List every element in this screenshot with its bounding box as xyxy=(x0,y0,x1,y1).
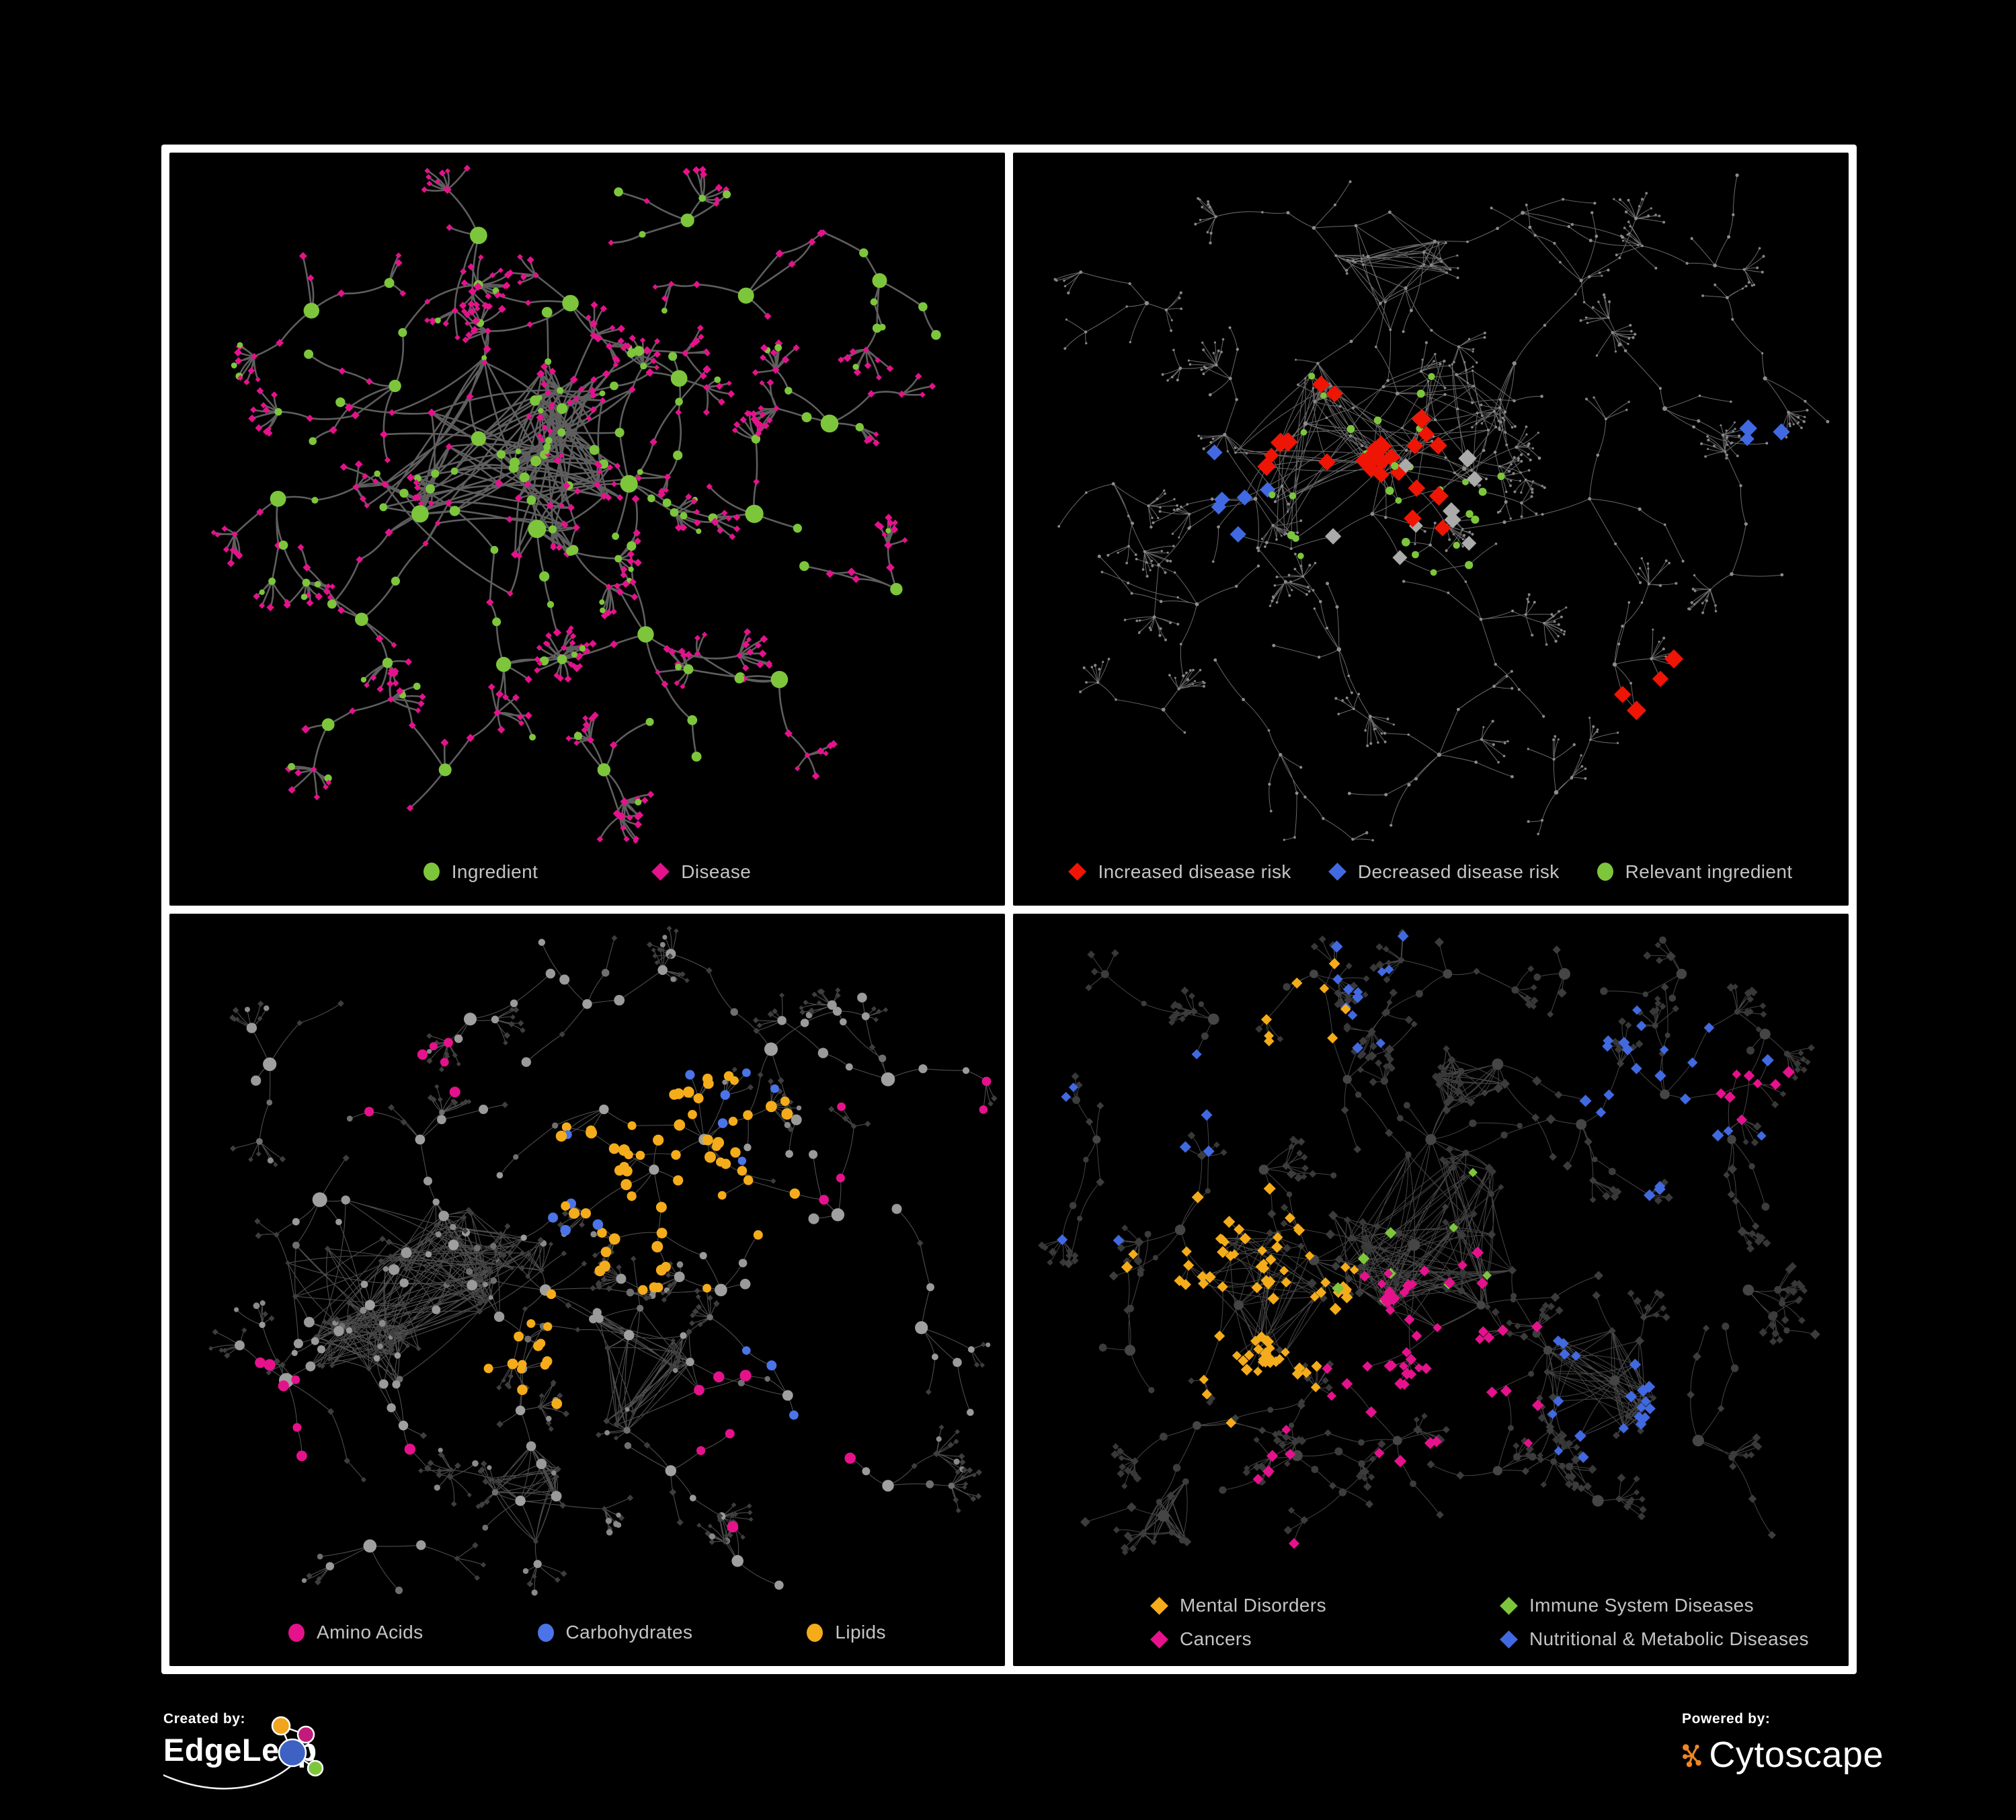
legend-label-ingredient: Ingredient xyxy=(451,861,538,882)
increased-risk-node-icon xyxy=(1068,863,1087,881)
network-graph-ingredient-disease xyxy=(210,165,941,844)
mental-disorders-node-icon xyxy=(1150,1596,1168,1615)
legend-ingredient-disease: Ingredient Disease xyxy=(169,861,1005,883)
legend-label-disease: Disease xyxy=(681,861,752,882)
legend-label-relevant-ingredient: Relevant ingredient xyxy=(1625,861,1793,882)
legend-disease-classes: Mental Disorders Immune System Diseases … xyxy=(1150,1595,1809,1650)
legend-label-immune-system-diseases: Immune System Diseases xyxy=(1529,1595,1755,1616)
legend-label-increased-risk: Increased disease risk xyxy=(1098,861,1291,882)
cytoscape-logo xyxy=(1683,1744,1701,1768)
legend-item-immune-system-diseases: Immune System Diseases xyxy=(1500,1595,1809,1616)
legend-label-mental-disorders: Mental Disorders xyxy=(1180,1595,1327,1616)
legend-disease-risk: Increased disease risk Decreased disease… xyxy=(1013,861,1849,883)
immune-system-diseases-node-icon xyxy=(1500,1596,1518,1615)
ingredient-node-icon xyxy=(423,863,440,881)
cytoscape-logo-nodes xyxy=(1683,1744,1701,1768)
disease-node-icon xyxy=(651,863,670,881)
legend-label-decreased-risk: Decreased disease risk xyxy=(1357,861,1560,882)
legend-item-relevant-ingredient: Relevant ingredient xyxy=(1597,861,1793,883)
legend-item-ingredient: Ingredient xyxy=(423,861,538,883)
relevant-ingredient-node-icon xyxy=(1597,863,1613,881)
legend-label-cancers: Cancers xyxy=(1180,1628,1252,1649)
legend-item-increased-risk: Increased disease risk xyxy=(1068,861,1291,883)
lipids-node-icon xyxy=(807,1623,823,1642)
legend-item-disease: Disease xyxy=(651,861,752,883)
created-by-block: Created by: EdgeLeap xyxy=(163,1711,419,1820)
legend-item-cancers: Cancers xyxy=(1150,1628,1500,1650)
legend-item-mental-disorders: Mental Disorders xyxy=(1150,1595,1500,1616)
panel-disease-risk: Increased disease risk Decreased disease… xyxy=(1013,153,1849,906)
powered-by-block: Powered by: Cytosc xyxy=(1682,1711,1884,1820)
legend-item-decreased-risk: Decreased disease risk xyxy=(1328,861,1560,883)
legend-label-carbohydrates: Carbohydrates xyxy=(565,1622,693,1643)
legend-label-lipids: Lipids xyxy=(835,1622,886,1643)
panel-grid-frame: Ingredient Disease Increased disease ris… xyxy=(161,145,1857,1674)
legend-item-nutritional-metabolic-diseases: Nutritional & Metabolic Diseases xyxy=(1500,1628,1809,1650)
edgeleap-wordmark: EdgeLeap xyxy=(163,1732,317,1768)
panel-ingredient-disease: Ingredient Disease xyxy=(169,153,1005,906)
network-graph-disease-risk xyxy=(1053,173,1830,842)
network-graph-disease-classes xyxy=(1038,928,1820,1555)
decreased-risk-node-icon xyxy=(1328,863,1346,881)
cancers-node-icon xyxy=(1150,1630,1168,1649)
panel-macronutrients: Amino Acids Carbohydrates Lipids xyxy=(169,913,1005,1666)
created-by-label: Created by: xyxy=(163,1711,246,1727)
legend-item-lipids: Lipids xyxy=(807,1622,886,1643)
powered-by-label: Powered by: xyxy=(1682,1711,1771,1727)
nutritional-metabolic-diseases-node-icon xyxy=(1500,1630,1518,1649)
cytoscape-wordmark: Cytoscape xyxy=(1709,1735,1884,1775)
legend-item-amino-acids: Amino Acids xyxy=(288,1622,423,1643)
network-graph-macronutrients xyxy=(208,925,998,1595)
panel-disease-classes: Mental Disorders Immune System Diseases … xyxy=(1013,913,1849,1666)
legend-label-amino-acids: Amino Acids xyxy=(317,1622,424,1643)
legend-macronutrients: Amino Acids Carbohydrates Lipids xyxy=(169,1622,1005,1643)
legend-item-carbohydrates: Carbohydrates xyxy=(537,1622,693,1643)
carbohydrates-node-icon xyxy=(537,1623,554,1642)
amino-acids-node-icon xyxy=(288,1623,305,1642)
legend-label-nutritional-metabolic-diseases: Nutritional & Metabolic Diseases xyxy=(1529,1628,1809,1649)
